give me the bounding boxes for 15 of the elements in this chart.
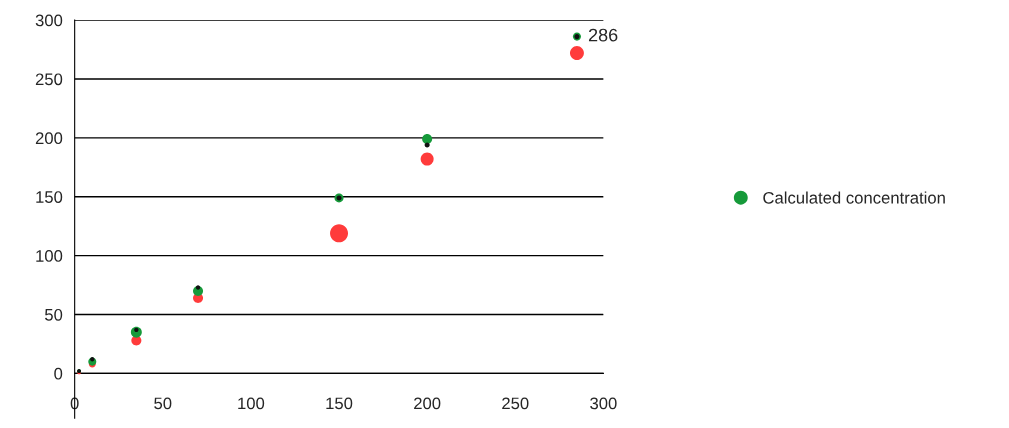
annotation: 286 bbox=[588, 28, 618, 42]
x-tick-label: 100 bbox=[238, 397, 265, 410]
y-tick-label: 150 bbox=[36, 191, 63, 203]
y-tick-label: 300 bbox=[35, 14, 63, 27]
y-tick-label: 50 bbox=[44, 308, 63, 321]
x-tick-label: 150 bbox=[326, 397, 353, 410]
y-tick-label: 100 bbox=[36, 250, 63, 262]
legend-label: Calculated concentration bbox=[763, 191, 945, 204]
x-tick-label: 250 bbox=[502, 397, 529, 410]
x-tick-label: 50 bbox=[154, 397, 172, 410]
x-tick-label: 300 bbox=[590, 397, 617, 410]
y-tick-label: 250 bbox=[35, 73, 63, 86]
y-tick-label: 200 bbox=[35, 132, 63, 145]
y-tick-label: 0 bbox=[54, 367, 63, 380]
x-tick-label: 200 bbox=[414, 397, 441, 410]
